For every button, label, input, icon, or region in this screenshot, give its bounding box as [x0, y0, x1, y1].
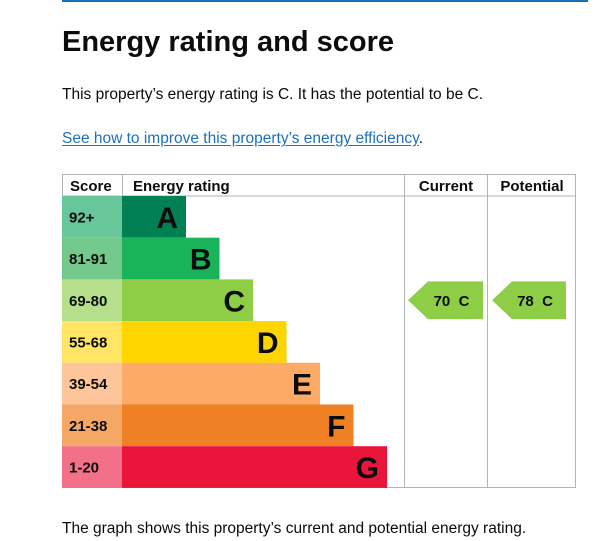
- score-cell-d: [62, 321, 122, 363]
- score-range-a: 92+: [69, 209, 95, 226]
- header-score: Score: [70, 178, 112, 195]
- score-cell-c: [62, 279, 122, 322]
- band-bar-e: [122, 362, 320, 405]
- score-cell-a: [62, 196, 122, 238]
- header-current: Current: [419, 178, 473, 195]
- band-letter-g: G: [356, 452, 379, 485]
- page-title: Energy rating and score: [62, 26, 394, 58]
- improve-link-line: See how to improve this property’s energ…: [62, 128, 423, 150]
- score-range-b: 81-91: [69, 251, 107, 268]
- graph-description: The graph shows this property’s current …: [62, 520, 527, 537]
- score-cell-e: [62, 362, 122, 405]
- score-cell-b: [62, 237, 122, 280]
- band-bar-d: [122, 321, 287, 363]
- band-letter-d: D: [257, 327, 279, 360]
- rating-bands: 92+ A 81-91 B 69-80 C 55-68 D 39-54 E 21-38 F 1-20 G: [62, 196, 387, 488]
- link-suffix: .: [418, 130, 423, 147]
- header-potential: Potential: [500, 178, 563, 195]
- band-letter-c: C: [223, 285, 245, 318]
- band-bar-f: [122, 404, 354, 447]
- band-letter-a: A: [156, 202, 178, 235]
- band-bar-a: [122, 196, 186, 238]
- current-rating-arrow: [408, 281, 483, 320]
- score-cell-f: [62, 404, 122, 447]
- band-letter-e: E: [292, 369, 312, 402]
- energy-rating-svg: Score Energy rating Current Potential 92…: [62, 174, 576, 488]
- band-letter-b: B: [190, 244, 212, 277]
- improve-efficiency-link[interactable]: See how to improve this property’s energ…: [62, 130, 419, 147]
- top-rule: [62, 0, 588, 2]
- potential-rating-arrow: [492, 281, 566, 320]
- current-rating-label: 70 C: [434, 293, 470, 310]
- score-range-c: 69-80: [69, 293, 107, 310]
- band-bar-c: [122, 279, 253, 322]
- rating-markers: 70 C 78 C: [408, 281, 566, 320]
- band-bar-b: [122, 237, 220, 280]
- score-cell-g: [62, 446, 122, 488]
- score-range-g: 1-20: [69, 460, 99, 477]
- score-range-f: 21-38: [69, 418, 107, 435]
- band-letter-f: F: [327, 410, 345, 443]
- score-range-e: 39-54: [69, 376, 108, 393]
- energy-rating-chart: Score Energy rating Current Potential 92…: [62, 174, 576, 488]
- header-energy-rating: Energy rating: [133, 178, 230, 195]
- band-bar-g: [122, 446, 387, 488]
- score-range-d: 55-68: [69, 334, 107, 351]
- potential-rating-label: 78 C: [517, 293, 553, 310]
- rating-summary: This property’s energy rating is C. It h…: [62, 86, 484, 103]
